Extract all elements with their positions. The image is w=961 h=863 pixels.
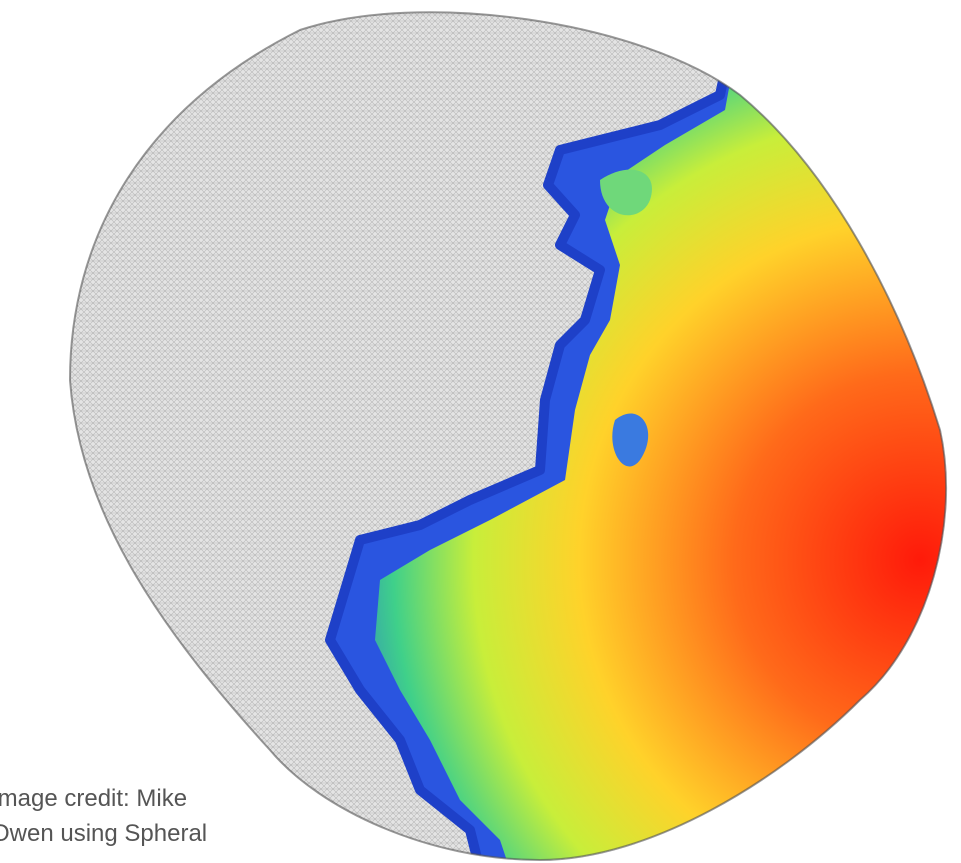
- caption-line: Owen using Spheral: [0, 820, 207, 848]
- caption-line: Image credit: Mike: [0, 785, 187, 813]
- asteroid: [0, 0, 961, 863]
- asteroid-image: [0, 0, 961, 863]
- page: Image credit: Mike Owen using Spheral: [0, 0, 961, 863]
